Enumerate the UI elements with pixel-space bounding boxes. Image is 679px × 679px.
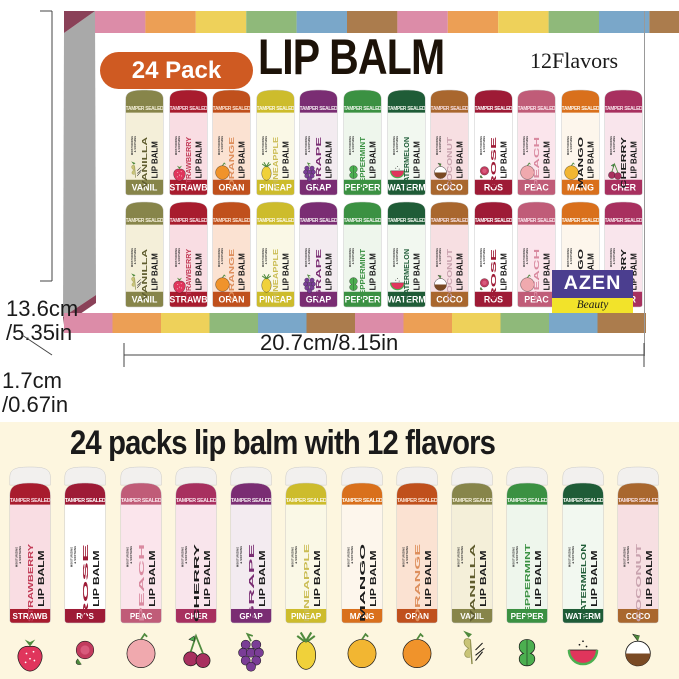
svg-text:& SOOTHING: & SOOTHING bbox=[73, 546, 77, 564]
svg-text:LIP BALM: LIP BALM bbox=[589, 550, 599, 606]
svg-text:TAMPER SEALED: TAMPER SEALED bbox=[65, 498, 106, 504]
svg-text:LIP BALM: LIP BALM bbox=[91, 550, 101, 606]
svg-text:& SOOTHING: & SOOTHING bbox=[626, 546, 630, 564]
svg-text:LIP BALM: LIP BALM bbox=[423, 550, 433, 606]
svg-text:& SOOTHING: & SOOTHING bbox=[18, 546, 22, 564]
svg-text:PINEAPPLE: PINEAPPLE bbox=[302, 544, 311, 622]
svg-text:LIP BALM: LIP BALM bbox=[368, 550, 378, 606]
svg-text:LIP BALM: LIP BALM bbox=[478, 550, 488, 606]
svg-text:& SOOTHING: & SOOTHING bbox=[294, 546, 298, 564]
svg-text:TAMPER SEALED: TAMPER SEALED bbox=[286, 498, 327, 504]
svg-text:LIP BALM: LIP BALM bbox=[533, 550, 543, 606]
svg-text:LIP BALM: LIP BALM bbox=[312, 550, 322, 606]
svg-text:& SOOTHING: & SOOTHING bbox=[460, 546, 464, 564]
svg-text:LIP BALM: LIP BALM bbox=[202, 550, 212, 606]
svg-text:& SOOTHING: & SOOTHING bbox=[184, 546, 188, 564]
svg-text:MANGO: MANGO bbox=[357, 544, 366, 622]
svg-text:1.7cm: 1.7cm bbox=[2, 368, 62, 393]
svg-text:TAMPER SEALED: TAMPER SEALED bbox=[341, 498, 382, 504]
svg-text:WATERMELON: WATERMELON bbox=[578, 543, 587, 622]
svg-text:LIP BALM: LIP BALM bbox=[257, 550, 267, 606]
svg-text:TAMPER SEALED: TAMPER SEALED bbox=[10, 498, 51, 504]
svg-text:& SOOTHING: & SOOTHING bbox=[405, 546, 409, 564]
svg-text:& SOOTHING: & SOOTHING bbox=[349, 546, 353, 564]
svg-text:TAMPER SEALED: TAMPER SEALED bbox=[397, 498, 438, 504]
svg-text:ROSE: ROSE bbox=[81, 544, 90, 622]
svg-text:& SOOTHING: & SOOTHING bbox=[128, 546, 132, 564]
svg-text:& SOOTHING: & SOOTHING bbox=[515, 546, 519, 564]
svg-text:TAMPER SEALED: TAMPER SEALED bbox=[618, 498, 659, 504]
svg-text:STRAWBERRY: STRAWBERRY bbox=[26, 543, 35, 622]
svg-text:ORANGE: ORANGE bbox=[413, 544, 422, 622]
svg-text:/0.67in: /0.67in bbox=[2, 392, 68, 417]
svg-text:TAMPER SEALED: TAMPER SEALED bbox=[507, 498, 548, 504]
svg-text:LIP BALM: LIP BALM bbox=[36, 550, 46, 606]
svg-text:LIP BALM: LIP BALM bbox=[147, 550, 157, 606]
svg-text:CHERRY: CHERRY bbox=[192, 542, 201, 622]
svg-text:VANILLA: VANILLA bbox=[468, 543, 477, 622]
svg-text:& SOOTHING: & SOOTHING bbox=[570, 546, 574, 564]
svg-text:LIP BALM: LIP BALM bbox=[644, 550, 654, 606]
svg-text:TAMPER SEALED: TAMPER SEALED bbox=[231, 498, 272, 504]
svg-text:TAMPER SEALED: TAMPER SEALED bbox=[176, 498, 217, 504]
svg-text:GRAPE: GRAPE bbox=[247, 544, 256, 622]
svg-text:20.7cm/8.15in: 20.7cm/8.15in bbox=[260, 330, 398, 355]
svg-text:COCONUT: COCONUT bbox=[634, 543, 643, 622]
svg-text:TAMPER SEALED: TAMPER SEALED bbox=[562, 498, 603, 504]
svg-text:PEPPERMINT: PEPPERMINT bbox=[523, 543, 532, 622]
svg-text:& SOOTHING: & SOOTHING bbox=[239, 546, 243, 564]
svg-text:TAMPER SEALED: TAMPER SEALED bbox=[120, 498, 161, 504]
svg-text:PEACH: PEACH bbox=[136, 543, 145, 622]
svg-text:TAMPER SEALED: TAMPER SEALED bbox=[452, 498, 493, 504]
